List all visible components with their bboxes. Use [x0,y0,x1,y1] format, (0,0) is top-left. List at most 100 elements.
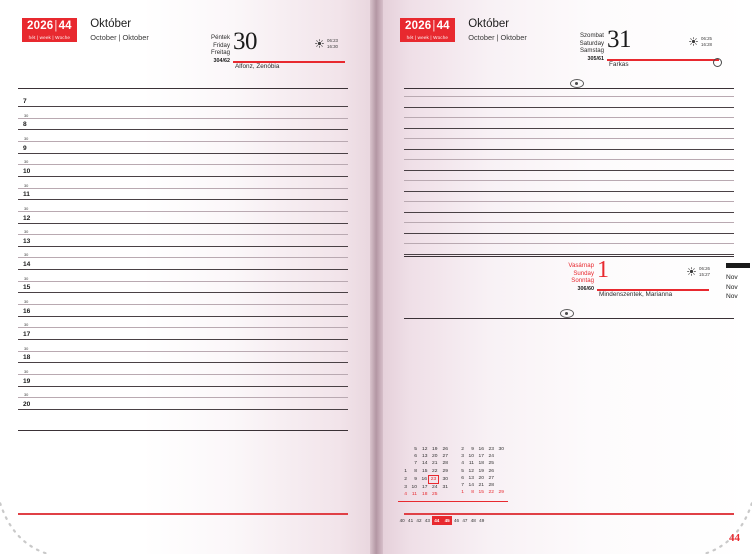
nav-tab-month-label[interactable]: Nov [726,283,738,291]
half-hour-rule[interactable] [18,397,348,399]
half-hour-rule[interactable] [18,140,348,142]
hour-rule[interactable] [18,106,348,107]
mini-calendar-day[interactable]: 14 [468,483,474,489]
mini-calendar-day[interactable]: 18 [422,492,428,498]
hour-rule[interactable] [18,222,348,224]
hour-rule[interactable] [18,175,348,177]
mini-calendar-day[interactable]: 21 [478,483,484,489]
mini-calendar-day[interactable]: 9 [414,476,417,482]
hour-rule[interactable] [18,292,348,294]
mini-calendar-day[interactable]: 24 [432,485,438,491]
note-rule[interactable] [404,159,734,160]
mini-calendar-day[interactable]: 4 [404,492,407,498]
mini-calendar-day[interactable]: 6 [461,475,464,481]
mini-calendar-day[interactable]: 11 [411,492,417,498]
half-hour-rule[interactable] [18,234,348,236]
mini-calendar-day[interactable]: 5 [414,447,417,452]
mini-calendar-day[interactable]: 26 [442,447,448,452]
mini-calendar-day[interactable]: 8 [471,490,474,496]
mini-calendar-day[interactable]: 17 [478,454,484,460]
mini-calendar-day[interactable]: 10 [411,484,417,490]
hour-rule[interactable] [18,339,348,340]
mini-calendar-day[interactable]: 5 [461,468,464,474]
week-strip-item[interactable]: 45 [441,516,453,525]
half-hour-rule[interactable] [18,187,348,189]
nav-tab-month-label[interactable]: Nov [726,274,738,281]
mini-calendar-day[interactable]: 14 [422,461,428,467]
half-hour-rule[interactable] [18,117,348,119]
mini-calendar-day[interactable]: 27 [442,454,448,460]
week-strip-item[interactable]: 48 [470,518,476,523]
mini-calendar-day[interactable]: 12 [422,447,428,452]
week-strip-item[interactable]: 49 [479,518,485,523]
note-rule[interactable] [404,106,734,108]
hour-rule[interactable] [18,362,348,364]
hour-rule[interactable] [18,315,348,317]
note-rule[interactable] [404,211,734,213]
mini-calendar-day[interactable]: 8 [414,468,417,474]
half-hour-rule[interactable] [18,327,348,329]
note-rule[interactable] [404,243,734,244]
hour-rule[interactable] [18,245,348,247]
week-strip-item[interactable]: 43 [424,518,430,523]
mini-calendar-day[interactable]: 3 [461,454,464,460]
mini-calendar-day[interactable]: 7 [461,483,464,489]
mini-calendar-day[interactable]: 11 [468,461,474,467]
week-strip-item[interactable]: 46 [453,518,460,523]
mini-calendar-november[interactable]: 2 9 16 23 30 3 10 17 24 4 11 18 25 5 12 19 26 6 13 20 27 7 14 2… [455,446,505,496]
week-strip-item[interactable]: 44 [431,516,442,525]
mini-calendar-day[interactable]: 2 [404,476,407,482]
mini-calendar-day[interactable]: 18 [478,461,484,467]
mini-calendar-day[interactable]: 27 [488,475,494,481]
mini-calendar-day[interactable]: 20 [478,475,484,481]
mini-calendar-day[interactable]: 3 [404,484,407,490]
mini-calendar-day[interactable]: 16 [421,476,427,482]
note-rule[interactable] [404,96,734,97]
note-rule[interactable] [404,127,734,129]
half-hour-rule[interactable] [18,373,348,375]
mini-calendar-day[interactable]: 9 [471,447,474,452]
note-rule[interactable] [404,138,734,139]
mini-calendar-day[interactable]: 29 [442,468,448,474]
mini-calendar-day[interactable]: 13 [468,475,474,481]
week-strip-item[interactable]: 40 [399,518,405,523]
hour-rule[interactable] [18,408,348,410]
mini-calendar-day[interactable]: 30 [498,447,504,452]
week-number-strip[interactable]: 40 41 42 43 44 45 46 47 48 49 [398,509,486,527]
mini-calendar-day[interactable]: 19 [478,468,484,474]
mini-calendar-day[interactable]: 15 [478,490,484,496]
mini-calendar-day[interactable]: 13 [422,454,428,460]
mini-calendar-day[interactable]: 1 [461,490,464,496]
mini-calendar-day[interactable]: 30 [442,476,448,482]
mini-calendar-day[interactable]: 22 [488,490,494,496]
mini-calendar-day[interactable]: 2 [461,447,464,452]
hour-rule[interactable] [18,152,348,154]
mini-calendar-day[interactable]: 12 [468,468,474,474]
month-nav-tab[interactable]: Nov Nov Nov [726,263,752,302]
hour-rule[interactable] [18,129,348,131]
mini-calendar-day[interactable]: 19 [432,447,438,452]
note-rule[interactable] [404,201,734,202]
mini-calendar-day[interactable]: 4 [461,461,464,467]
mini-calendar-day[interactable]: 6 [414,454,417,460]
note-rule[interactable] [404,222,734,223]
hour-rule[interactable] [18,269,348,271]
mini-calendar-day[interactable]: 25 [432,492,438,498]
week-strip-item[interactable]: 42 [416,518,422,523]
mini-calendars[interactable]: 5 12 19 26 6 13 20 27 7 14 21 28 1 8 15 22 29 2 9 16 23 30 3 10… [398,446,518,498]
note-rule[interactable] [404,169,734,171]
note-rule[interactable] [404,190,734,192]
mini-calendar-day[interactable]: 25 [488,461,494,467]
mini-calendar-day[interactable]: 28 [442,461,448,467]
mini-calendar-day[interactable]: 7 [414,461,417,467]
mini-calendar-day[interactable]: 21 [432,461,438,467]
hour-rule[interactable] [18,199,348,201]
mini-calendar-day[interactable]: 17 [422,484,428,490]
note-rule[interactable] [404,253,734,255]
hour-rule[interactable] [18,385,348,387]
half-hour-rule[interactable] [18,304,348,306]
week-strip-item[interactable]: 47 [462,518,468,523]
note-rule[interactable] [404,117,734,118]
mini-calendar-day[interactable]: 26 [488,468,494,474]
note-rule[interactable] [404,148,734,150]
